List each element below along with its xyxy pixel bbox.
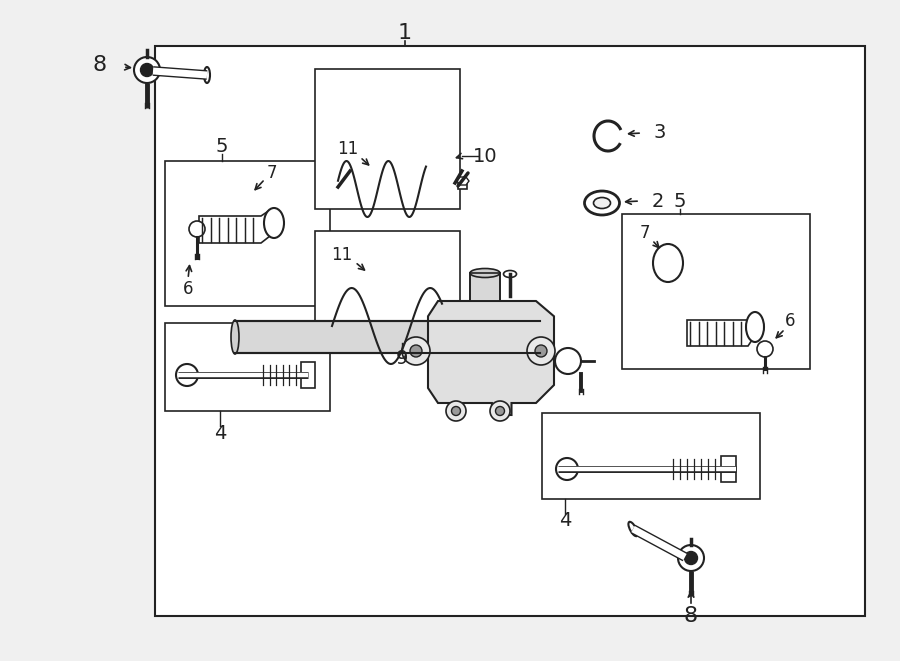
Text: 5: 5 — [674, 192, 686, 210]
Text: 7: 7 — [640, 224, 650, 242]
Circle shape — [527, 337, 555, 365]
Circle shape — [410, 345, 422, 357]
Text: 11: 11 — [331, 246, 353, 264]
Ellipse shape — [746, 312, 764, 342]
Circle shape — [452, 407, 461, 416]
Circle shape — [556, 458, 578, 480]
Text: 11: 11 — [338, 140, 358, 158]
Text: 3: 3 — [653, 124, 666, 143]
Text: 1: 1 — [398, 23, 412, 43]
Ellipse shape — [584, 191, 619, 215]
Text: 2: 2 — [652, 192, 664, 210]
Ellipse shape — [231, 320, 239, 354]
Text: 8: 8 — [684, 606, 698, 626]
Polygon shape — [457, 177, 469, 185]
Bar — [315, 231, 460, 343]
Circle shape — [757, 341, 773, 357]
Bar — [470, 273, 500, 301]
Text: 9: 9 — [396, 348, 409, 368]
Text: 4: 4 — [214, 424, 226, 442]
Ellipse shape — [470, 268, 500, 278]
Circle shape — [140, 63, 154, 77]
Bar — [165, 323, 330, 411]
Ellipse shape — [593, 198, 610, 208]
Circle shape — [535, 345, 547, 357]
Bar — [622, 214, 810, 369]
Circle shape — [678, 545, 704, 571]
Ellipse shape — [653, 244, 683, 282]
Circle shape — [189, 221, 205, 237]
Text: 6: 6 — [785, 312, 796, 330]
Text: 4: 4 — [559, 512, 572, 531]
Bar — [155, 46, 865, 616]
Circle shape — [134, 57, 160, 83]
Text: 7: 7 — [266, 164, 277, 182]
Bar — [542, 413, 760, 499]
Circle shape — [446, 401, 466, 421]
Text: 6: 6 — [183, 280, 194, 298]
Ellipse shape — [628, 522, 637, 536]
Bar — [315, 69, 460, 209]
Text: 10: 10 — [472, 147, 498, 165]
Polygon shape — [428, 301, 554, 415]
Ellipse shape — [503, 270, 517, 278]
Ellipse shape — [204, 67, 210, 83]
Circle shape — [555, 348, 581, 374]
Bar — [165, 161, 330, 306]
Circle shape — [176, 364, 198, 386]
Circle shape — [402, 337, 430, 365]
Bar — [235, 321, 540, 353]
Polygon shape — [687, 315, 752, 346]
Bar — [301, 362, 315, 388]
Circle shape — [685, 551, 698, 564]
Circle shape — [490, 401, 510, 421]
Polygon shape — [199, 210, 270, 243]
Bar — [721, 456, 736, 482]
Text: 8: 8 — [93, 55, 107, 75]
Text: 5: 5 — [216, 137, 229, 155]
Ellipse shape — [264, 208, 284, 238]
Bar — [458, 180, 467, 189]
Circle shape — [496, 407, 505, 416]
